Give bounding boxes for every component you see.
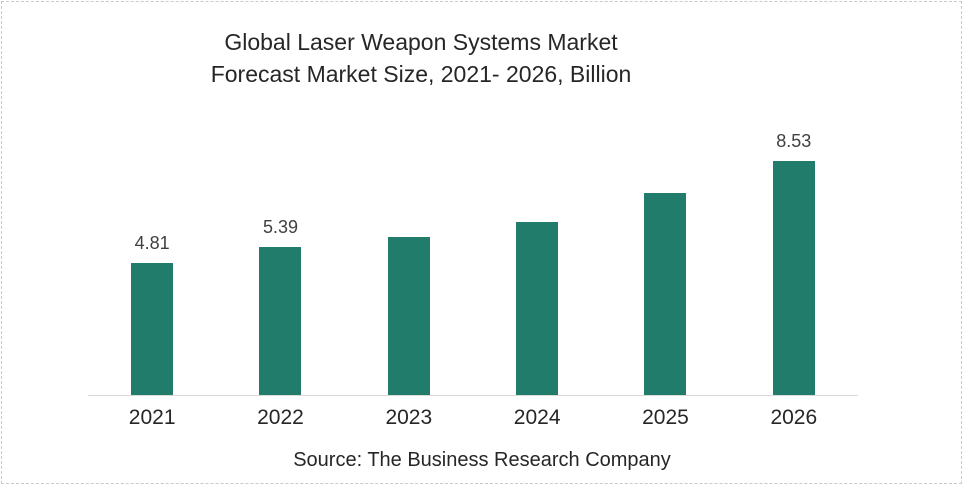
bar-2025 xyxy=(644,193,687,395)
bar-2021 xyxy=(131,263,174,395)
bar-group-2022: 5.39 xyxy=(216,125,344,395)
x-axis-label-2022: 2022 xyxy=(257,406,304,429)
bar-2023 xyxy=(387,237,430,395)
bar-2026 xyxy=(772,161,815,395)
bar-group-2023 xyxy=(345,125,473,395)
bar-2022 xyxy=(259,247,302,395)
plot-area: 4.81 5.39 8.53 xyxy=(88,125,858,396)
bar-group-2025 xyxy=(601,125,729,395)
source-text: Source: The Business Research Company xyxy=(293,449,671,471)
x-axis: 2021 2022 2023 2024 2025 2026 xyxy=(88,406,858,430)
bar-2024 xyxy=(516,222,559,395)
bar-group-2021: 4.81 xyxy=(88,125,216,395)
x-axis-label-2023: 2023 xyxy=(385,406,433,429)
bar-group-2026: 8.53 xyxy=(730,125,858,395)
x-axis-label-2025: 2025 xyxy=(642,406,689,429)
bar-group-2024 xyxy=(473,125,601,395)
x-axis-label-2026: 2026 xyxy=(770,406,818,429)
bar-value-label-2026: 8.53 xyxy=(776,131,812,151)
bar-value-label-2022: 5.39 xyxy=(262,217,299,237)
chart-title: Global Laser Weapon Systems Market Forec… xyxy=(211,26,632,90)
bar-value-label-2021: 4.81 xyxy=(134,233,170,253)
x-axis-label-2021: 2021 xyxy=(128,406,176,429)
chart-title-line2: Forecast Market Size, 2021- 2026, Billio… xyxy=(210,61,632,87)
chart-title-line1: Global Laser Weapon Systems Market xyxy=(224,29,618,55)
x-axis-label-2024: 2024 xyxy=(513,406,561,429)
